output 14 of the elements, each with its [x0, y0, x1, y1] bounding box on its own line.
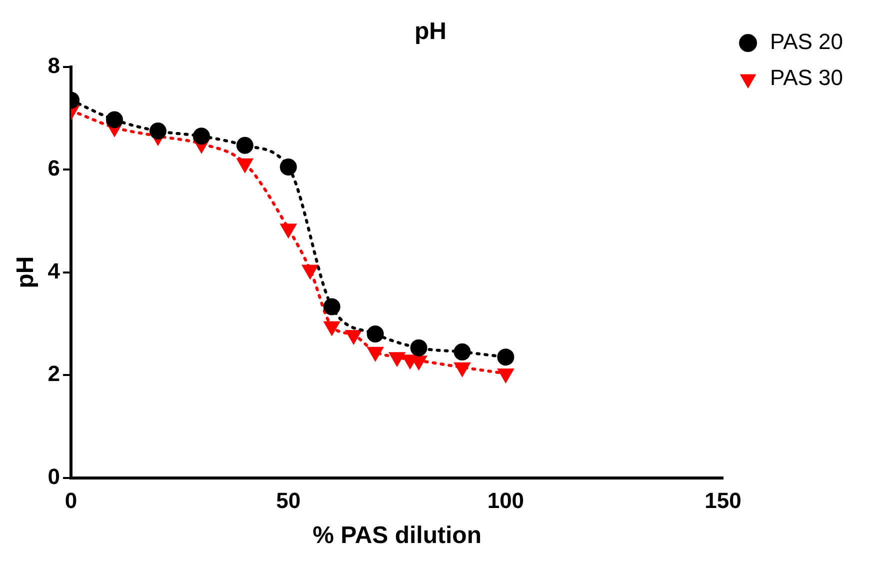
y-tick-label: 6	[48, 156, 60, 181]
y-tick-label: 8	[48, 52, 60, 78]
x-tick-label: 150	[704, 488, 742, 514]
y-tick-label: 0	[48, 464, 60, 489]
x-tick-label: 100	[487, 488, 524, 514]
x-axis-title: % PAS dilution	[312, 522, 482, 550]
y-tick-label: 2	[48, 361, 60, 386]
x-tick-label: 0	[64, 488, 78, 514]
chart-title: pH	[414, 18, 446, 46]
x-tick-label: 50	[276, 488, 301, 514]
legend-label: PAS 30	[770, 65, 844, 90]
y-axis-title: pH	[12, 256, 40, 288]
legend-label: PAS 20	[770, 29, 844, 54]
y-tick-label: 4	[48, 258, 61, 284]
